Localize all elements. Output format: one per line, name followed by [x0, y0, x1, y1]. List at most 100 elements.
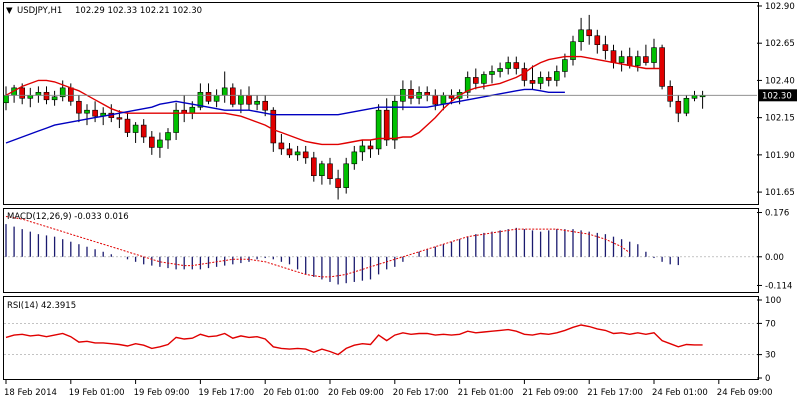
price-tick-label: 102.15	[765, 114, 795, 124]
rsi-tick-label: 70	[765, 319, 776, 329]
candle-body	[68, 87, 74, 102]
candle-body	[513, 62, 520, 69]
time-tick-label: 19 Feb 17:00	[198, 388, 254, 398]
candle-body	[383, 109, 390, 141]
macd-tick-label: 0.00	[765, 253, 784, 263]
price-ohlc-readout: 102.29 102.33 102.21 102.30	[75, 6, 202, 16]
time-tick-label: 18 Feb 2014	[4, 388, 57, 398]
price-tick-label: 102.65	[765, 39, 795, 49]
current-price-label: 102.30	[762, 91, 792, 101]
candle-body	[472, 77, 479, 84]
candle-body	[367, 145, 374, 150]
candle-body	[351, 151, 358, 165]
candle-body	[683, 97, 690, 114]
candle-body	[651, 47, 657, 63]
candle-body	[545, 77, 552, 81]
candle-body	[602, 44, 609, 51]
candle-body	[667, 86, 674, 102]
rsi-layer	[4, 323, 757, 356]
candle-body	[594, 35, 601, 45]
time-tick-label: 24 Feb 01:00	[652, 388, 708, 398]
candle-body	[157, 139, 163, 148]
candle-body	[537, 77, 544, 84]
candle-body	[327, 163, 333, 179]
candle-body	[691, 95, 698, 99]
time-tick-label: 19 Feb 09:00	[134, 388, 190, 398]
candle-body	[553, 71, 560, 81]
candle-body	[618, 56, 625, 63]
macd-tick-label: 0.176	[765, 209, 789, 219]
macd-signal-line	[5, 216, 631, 278]
candle-body	[173, 109, 179, 133]
macd-title: MACD(12,26,9) -0.033 0.016	[7, 212, 129, 222]
time-tick-label: 20 Feb 09:00	[328, 388, 384, 398]
candle-body	[481, 74, 487, 84]
candle-body	[189, 106, 196, 114]
price-tick-label: 102.90	[765, 2, 795, 12]
macd-layer	[4, 216, 757, 285]
candle-body	[124, 118, 131, 133]
candle-body	[675, 100, 682, 114]
candle-body	[626, 56, 633, 66]
candle-body	[213, 95, 220, 102]
candle-body	[59, 87, 66, 98]
candle-body	[432, 95, 439, 105]
candle-body	[424, 92, 431, 96]
candle-body	[76, 100, 82, 114]
rsi-line	[5, 324, 703, 356]
candle-body	[448, 95, 455, 99]
candle-body	[35, 92, 42, 96]
candle-body	[254, 100, 260, 105]
price-title: USDJPY,H1	[17, 6, 62, 16]
candle-body	[634, 56, 641, 66]
candle-body	[335, 178, 341, 188]
candle-body	[359, 145, 366, 153]
candle-body	[246, 95, 252, 105]
candle-body	[27, 95, 34, 99]
candle-body	[197, 92, 204, 108]
candle-body	[3, 95, 9, 104]
candle-body	[375, 109, 382, 150]
rsi-panel	[3, 296, 759, 380]
candle-body	[570, 41, 576, 60]
rsi-tick-label: 100	[765, 296, 781, 306]
candle-body	[286, 148, 293, 156]
price-tick-label: 101.90	[765, 151, 795, 161]
price-tick-label: 102.40	[765, 76, 795, 86]
time-tick-label: 24 Feb 09:00	[717, 388, 773, 398]
candle-body	[440, 95, 447, 105]
candle-body	[221, 87, 228, 96]
candle-body	[391, 100, 398, 141]
candle-body	[578, 29, 584, 43]
candle-body	[270, 109, 277, 144]
time-tick-label: 20 Feb 17:00	[393, 388, 449, 398]
price-ma_fast-line	[5, 55, 663, 146]
candle-body	[294, 151, 301, 156]
time-tick-label: 21 Feb 17:00	[587, 388, 643, 398]
candle-body	[116, 117, 123, 120]
candle-body	[610, 50, 617, 63]
candle-body	[19, 87, 26, 99]
candle-body	[302, 151, 309, 159]
macd-panel	[3, 208, 759, 293]
current-price-tag	[759, 89, 797, 102]
candle-body	[408, 89, 414, 99]
candle-body	[43, 92, 50, 101]
candle-body	[165, 132, 171, 141]
time-tick-label: 20 Feb 01:00	[263, 388, 319, 398]
time-tick-label: 21 Feb 09:00	[522, 388, 578, 398]
candle-body	[278, 142, 285, 150]
candle-body	[205, 92, 212, 102]
price-ma_slow-line	[5, 88, 565, 144]
price-layer	[3, 14, 757, 200]
candle-body	[562, 59, 568, 72]
candle-body	[505, 62, 512, 69]
time-tick-label: 21 Feb 01:00	[458, 388, 514, 398]
macd-tick-label: -0.114	[765, 281, 792, 291]
candle-body	[310, 157, 317, 177]
candle-body	[586, 29, 593, 37]
candle-body	[464, 77, 471, 93]
candle-body	[343, 163, 350, 188]
candle-body	[489, 71, 495, 75]
